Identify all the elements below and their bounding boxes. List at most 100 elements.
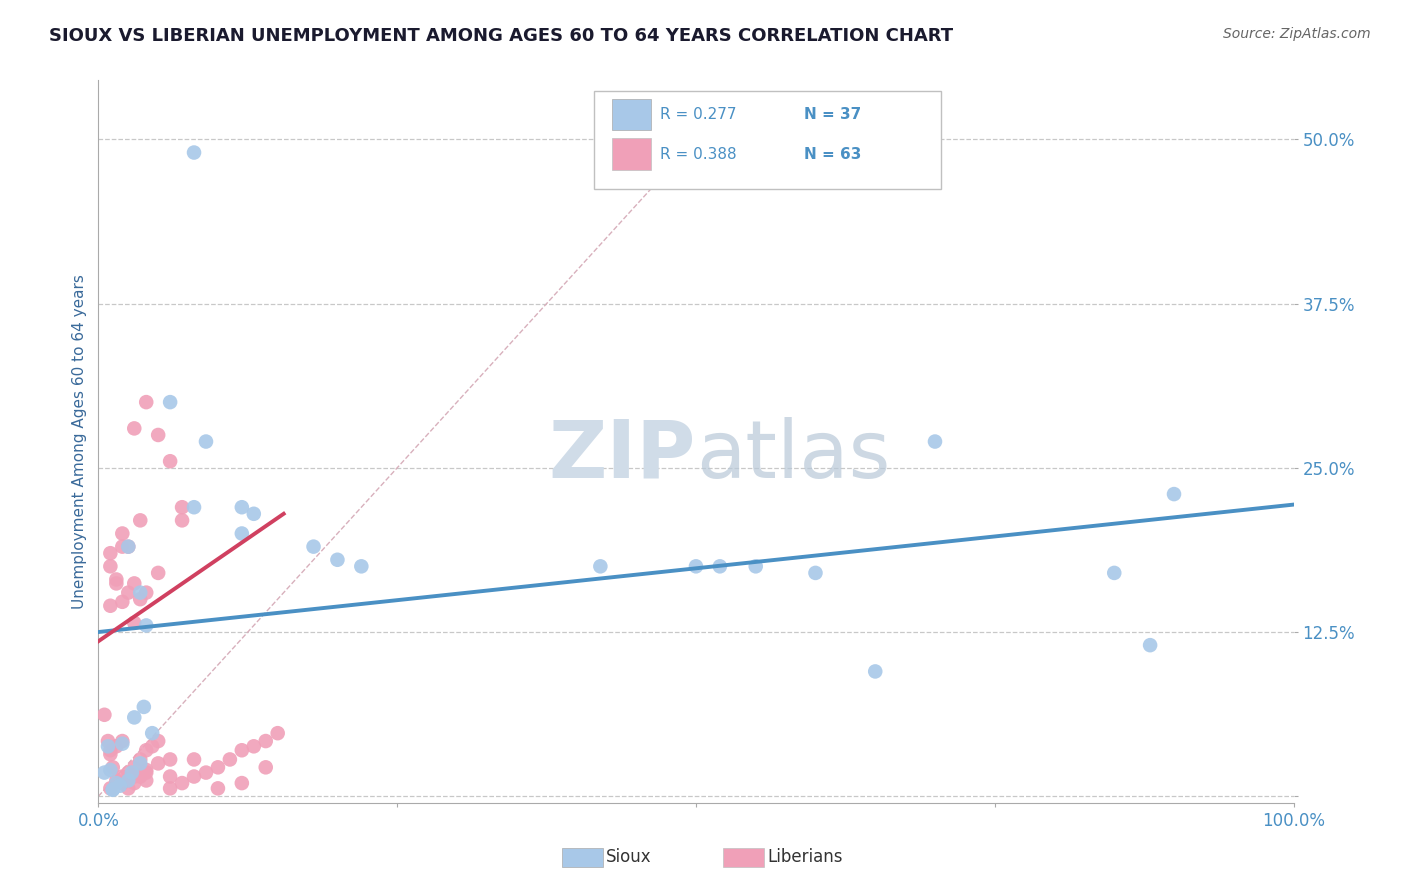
Point bbox=[159, 752, 181, 766]
Point bbox=[219, 752, 242, 766]
Point bbox=[709, 559, 731, 574]
Point bbox=[1139, 638, 1161, 652]
Point bbox=[124, 421, 146, 435]
Point bbox=[93, 707, 115, 722]
Point bbox=[98, 747, 122, 762]
Point bbox=[129, 513, 152, 527]
Point bbox=[111, 770, 134, 784]
Point bbox=[105, 739, 128, 754]
Point bbox=[124, 576, 146, 591]
Point bbox=[129, 585, 152, 599]
FancyBboxPatch shape bbox=[724, 848, 763, 867]
Point bbox=[135, 585, 157, 599]
Point bbox=[148, 428, 170, 442]
Point bbox=[105, 773, 128, 788]
Point bbox=[98, 599, 122, 613]
Point bbox=[132, 699, 155, 714]
Point bbox=[129, 756, 152, 771]
Point bbox=[93, 765, 115, 780]
Text: atlas: atlas bbox=[696, 417, 890, 495]
Text: Sioux: Sioux bbox=[606, 848, 652, 866]
Point bbox=[231, 500, 253, 515]
Point bbox=[135, 743, 157, 757]
Point bbox=[195, 765, 218, 780]
Point bbox=[141, 726, 163, 740]
Point bbox=[129, 770, 152, 784]
Point bbox=[254, 734, 277, 748]
Point bbox=[207, 781, 229, 796]
Point bbox=[148, 734, 170, 748]
Text: SIOUX VS LIBERIAN UNEMPLOYMENT AMONG AGES 60 TO 64 YEARS CORRELATION CHART: SIOUX VS LIBERIAN UNEMPLOYMENT AMONG AGE… bbox=[49, 27, 953, 45]
Point bbox=[117, 540, 139, 554]
Text: R = 0.277: R = 0.277 bbox=[661, 107, 737, 122]
FancyBboxPatch shape bbox=[595, 91, 941, 189]
Point bbox=[124, 760, 146, 774]
Point bbox=[254, 760, 277, 774]
Point bbox=[124, 776, 146, 790]
Point bbox=[159, 781, 181, 796]
Point bbox=[97, 734, 120, 748]
Text: ZIP: ZIP bbox=[548, 417, 696, 495]
Point bbox=[98, 743, 122, 757]
Point bbox=[135, 773, 157, 788]
Y-axis label: Unemployment Among Ages 60 to 64 years: Unemployment Among Ages 60 to 64 years bbox=[72, 274, 87, 609]
Point bbox=[148, 756, 170, 771]
Point bbox=[111, 734, 134, 748]
Point bbox=[685, 559, 707, 574]
Point bbox=[326, 553, 349, 567]
Point bbox=[159, 770, 181, 784]
Point bbox=[172, 500, 194, 515]
Text: N = 37: N = 37 bbox=[804, 107, 860, 122]
Text: N = 63: N = 63 bbox=[804, 147, 860, 161]
Point bbox=[117, 781, 139, 796]
Point bbox=[141, 739, 163, 754]
Point bbox=[924, 434, 946, 449]
Point bbox=[111, 526, 134, 541]
Point bbox=[135, 395, 157, 409]
Point bbox=[183, 752, 205, 766]
Point bbox=[589, 559, 612, 574]
Point bbox=[108, 779, 131, 793]
Point bbox=[231, 776, 253, 790]
Text: Liberians: Liberians bbox=[768, 848, 844, 866]
Point bbox=[135, 765, 157, 780]
Point bbox=[135, 618, 157, 632]
Point bbox=[98, 763, 122, 777]
Point bbox=[350, 559, 373, 574]
Point bbox=[105, 576, 128, 591]
Point bbox=[124, 710, 146, 724]
Text: R = 0.388: R = 0.388 bbox=[661, 147, 737, 161]
Point bbox=[121, 765, 143, 780]
Point bbox=[98, 559, 122, 574]
Point bbox=[124, 770, 146, 784]
Point bbox=[124, 615, 146, 630]
Point bbox=[101, 782, 124, 797]
Point bbox=[117, 540, 139, 554]
Point bbox=[159, 395, 181, 409]
Point bbox=[135, 763, 157, 777]
Point bbox=[1163, 487, 1185, 501]
Point bbox=[129, 592, 152, 607]
FancyBboxPatch shape bbox=[613, 138, 651, 170]
Point bbox=[804, 566, 827, 580]
Text: Source: ZipAtlas.com: Source: ZipAtlas.com bbox=[1223, 27, 1371, 41]
Point bbox=[243, 507, 266, 521]
Point bbox=[302, 540, 325, 554]
Point bbox=[865, 665, 887, 679]
Point bbox=[183, 770, 205, 784]
Point bbox=[101, 760, 124, 774]
Point bbox=[172, 776, 194, 790]
Point bbox=[183, 500, 205, 515]
Point bbox=[129, 752, 152, 766]
Point bbox=[172, 513, 194, 527]
Point bbox=[101, 782, 124, 797]
FancyBboxPatch shape bbox=[562, 848, 603, 867]
Point bbox=[105, 573, 128, 587]
Point bbox=[111, 737, 134, 751]
Point bbox=[243, 739, 266, 754]
Point bbox=[231, 743, 253, 757]
Point bbox=[105, 776, 128, 790]
Point bbox=[267, 726, 290, 740]
Point bbox=[207, 760, 229, 774]
FancyBboxPatch shape bbox=[613, 99, 651, 130]
